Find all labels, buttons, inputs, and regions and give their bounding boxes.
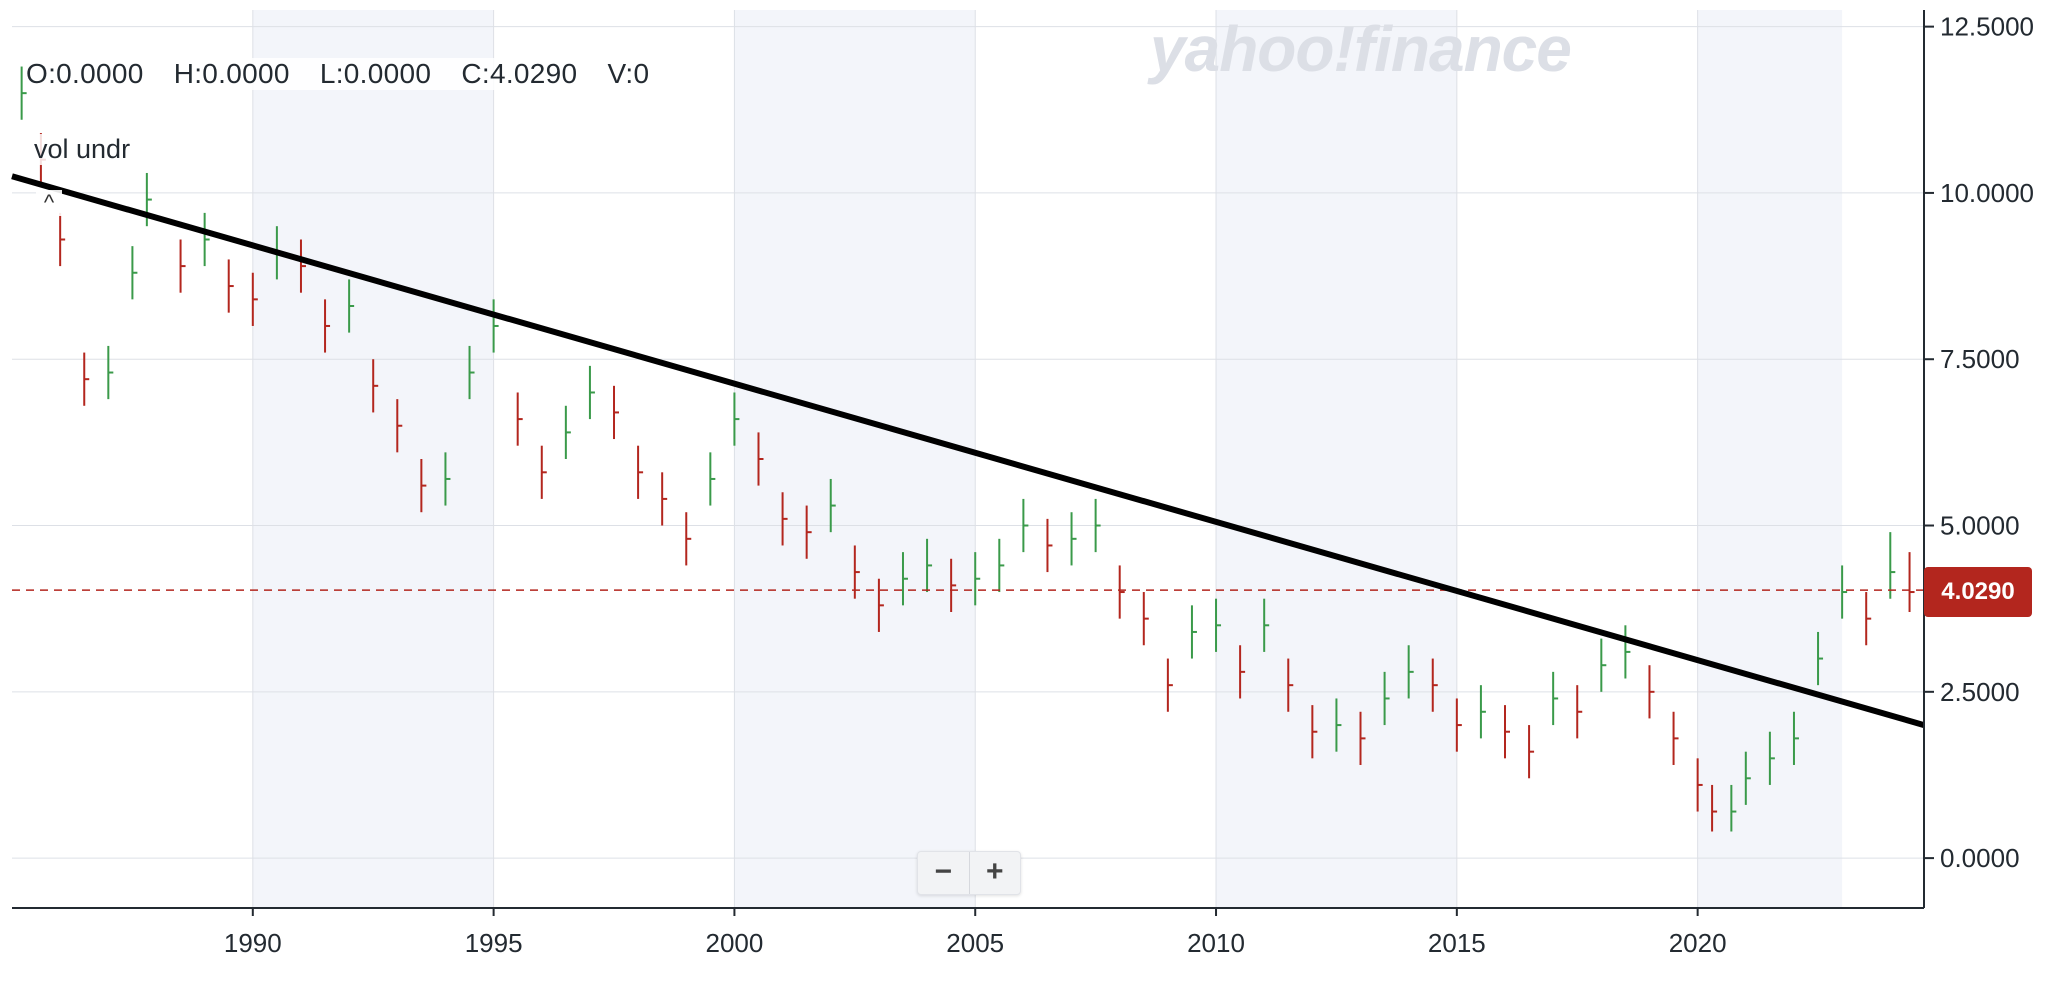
ohlc-readout: O:0.0000 H:0.0000 L:0.0000 C:4.0290 V:0 — [26, 58, 672, 90]
study-label[interactable]: vol undr — [34, 134, 131, 165]
x-tick-label: 2015 — [1428, 928, 1486, 958]
shaded-band — [734, 10, 976, 908]
high-value: H:0.0000 — [173, 58, 290, 89]
x-tick-label: 2000 — [705, 928, 763, 958]
x-tick-label: 2005 — [946, 928, 1004, 958]
y-axis-ticks: 0.0000 2.5000 5.0000 7.5000 10.0000 12.5000 — [1924, 12, 2034, 873]
y-tick-label: 2.5000 — [1940, 677, 2020, 707]
y-tick-label: 5.0000 — [1940, 511, 2020, 541]
open-value: O:0.0000 — [26, 58, 144, 89]
x-tick-label: 1990 — [224, 928, 282, 958]
zoom-out-button[interactable]: − — [918, 852, 970, 894]
x-tick-label: 2010 — [1187, 928, 1245, 958]
low-value: L:0.0000 — [319, 58, 432, 89]
y-tick-label: 12.5000 — [1940, 12, 2034, 42]
y-tick-label: 7.5000 — [1940, 344, 2020, 374]
zoom-in-button[interactable]: + — [985, 855, 1004, 888]
grid-lines — [12, 10, 1924, 908]
trendline[interactable] — [11, 173, 1925, 728]
shaded-band — [1216, 10, 1457, 908]
yahoo-finance-watermark: yahoo!finance — [1150, 13, 1572, 85]
shaded-bands — [252, 10, 1843, 908]
y-tick-label: 10.0000 — [1940, 178, 2034, 208]
last-price-tag: 4.0290 — [1924, 567, 2032, 617]
ohlc-bars — [20, 66, 1915, 832]
volume-value: V:0 — [607, 58, 650, 89]
x-tick-label: 2020 — [1669, 928, 1727, 958]
close-value: C:4.0290 — [461, 58, 578, 89]
collapse-chevron-icon[interactable]: ^ — [36, 190, 62, 216]
shaded-band — [252, 10, 494, 908]
zoom-controls: − + — [917, 851, 1021, 895]
x-tick-label: 1995 — [465, 928, 523, 958]
y-tick-label: 0.0000 — [1940, 843, 2020, 873]
x-axis-ticks: 1990 1995 2000 2005 2010 2015 2020 — [224, 908, 1727, 958]
